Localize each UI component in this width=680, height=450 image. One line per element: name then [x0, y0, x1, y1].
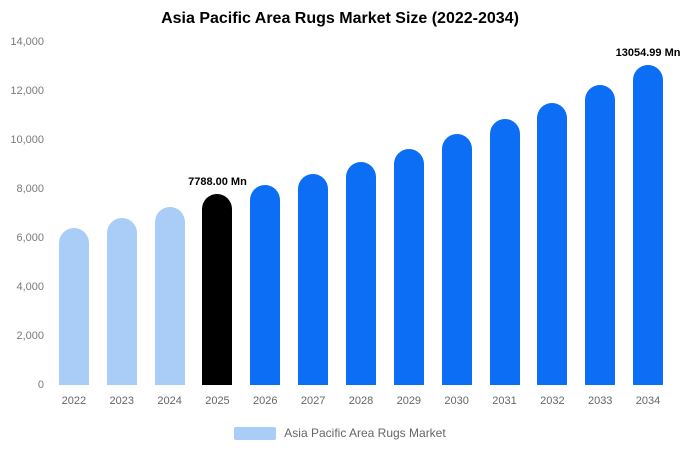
bar-2023: [106, 218, 137, 385]
bar-2029: [393, 149, 424, 385]
x-tick-label: 2025: [205, 395, 230, 407]
y-tick-label: 6,000: [16, 232, 44, 244]
x-tick-label: 2026: [253, 395, 278, 407]
bar-group-2030: 2030: [433, 42, 481, 407]
x-tick-label: 2032: [540, 395, 565, 407]
bar-group-2024: 2024: [146, 42, 194, 407]
bar-2028: [345, 162, 376, 385]
bar-2034: [633, 65, 664, 385]
bar-group-2022: 2022: [50, 42, 98, 407]
legend-swatch: [234, 426, 277, 440]
bar-group-2031: 2031: [481, 42, 529, 407]
bar-2024: [154, 207, 185, 385]
x-tick-label: 2022: [61, 395, 87, 407]
bar-2027: [298, 174, 329, 385]
legend: Asia Pacific Area Rugs Market: [0, 426, 680, 440]
x-tick-label: 2024: [157, 395, 182, 407]
bar-group-2029: 2029: [385, 42, 433, 407]
legend-label: Asia Pacific Area Rugs Market: [284, 426, 446, 440]
y-tick-label: 14,000: [10, 36, 44, 48]
bar-2031: [489, 119, 520, 385]
bar-2025: [202, 194, 233, 385]
x-tick-label: 2028: [348, 395, 374, 407]
bar-group-2033: 2033: [576, 42, 624, 407]
y-tick-label: 10,000: [10, 134, 44, 146]
bar-2030: [441, 134, 472, 385]
x-tick-label: 2029: [396, 395, 422, 407]
plot-area: 2022 2023 2024 7788.00 Mn 2025 2026 2027 2028 20…: [50, 42, 680, 407]
bar-group-2027: 2027: [289, 42, 337, 407]
chart-title: Asia Pacific Area Rugs Market Size (2022…: [161, 10, 519, 27]
y-tick-label: 0: [37, 379, 44, 391]
x-tick-label: 2033: [587, 395, 613, 407]
bar-2026: [250, 185, 281, 385]
x-tick-label: 2031: [492, 395, 517, 407]
bar-group-2023: 2023: [98, 42, 146, 407]
y-tick-label: 8,000: [16, 183, 44, 195]
x-tick-label: 2030: [444, 395, 469, 407]
y-tick-label: 2,000: [16, 330, 44, 342]
bar-2032: [537, 103, 568, 385]
bar-group-2032: 2032: [528, 42, 576, 407]
x-tick-label: 2034: [635, 395, 661, 407]
y-tick-label: 4,000: [16, 281, 44, 293]
x-tick-label: 2027: [300, 395, 326, 407]
bar-value-label: 13054.99 Mn: [615, 47, 680, 59]
bar-group-2034: 13054.99 Mn 2034: [616, 42, 680, 407]
x-tick-label: 2023: [109, 395, 134, 407]
bar-group-2028: 2028: [337, 42, 385, 407]
bar-2022: [58, 228, 89, 385]
bar-2033: [585, 85, 616, 385]
bar-group-2026: 2026: [241, 42, 289, 407]
bar-value-label: 7788.00 Mn: [188, 176, 247, 188]
y-tick-label: 12,000: [10, 85, 44, 97]
bar-group-2025: 7788.00 Mn 2025: [188, 42, 247, 407]
